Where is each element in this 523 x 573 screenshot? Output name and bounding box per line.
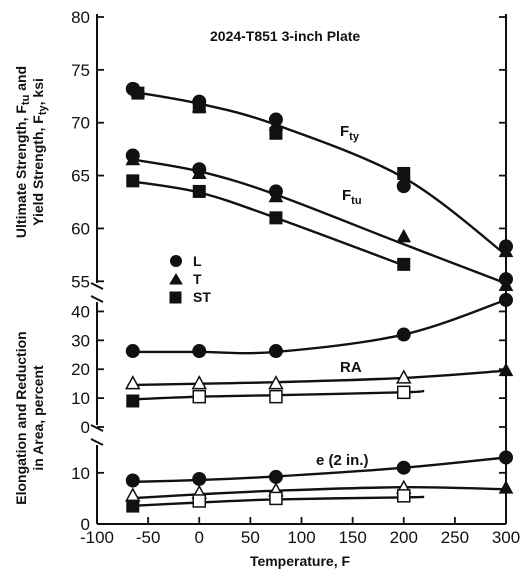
- data-point-circle: [125, 473, 140, 488]
- annotation-ra: RA: [340, 359, 362, 376]
- y-tick-label: 30: [71, 331, 90, 350]
- data-point-circle: [499, 450, 513, 465]
- data-point-square: [397, 257, 411, 271]
- x-tick-label: 250: [441, 528, 469, 547]
- x-axis-title: Temperature, F: [250, 553, 351, 569]
- y-tick-label: 80: [71, 8, 90, 27]
- svg-text:in Area, percent: in Area, percent: [30, 365, 46, 471]
- axis-break-lower: [90, 424, 104, 446]
- svg-text:Ultimate Strength, Ftu and: Ultimate Strength, Ftu and: [13, 66, 32, 238]
- data-point-triangle: [125, 151, 141, 166]
- y-tick-label: 70: [71, 114, 90, 133]
- data-point-square: [397, 166, 411, 180]
- legend-label-l: L: [193, 253, 202, 269]
- svg-text:Yield Strength, Fty, ksi: Yield Strength, Fty, ksi: [30, 78, 49, 226]
- legend-marker-square: [169, 291, 182, 304]
- data-point-triangle: [191, 375, 208, 390]
- series-line: [127, 369, 507, 387]
- data-point-square: [126, 174, 140, 188]
- data-point-triangle: [498, 362, 514, 377]
- data-point-circle: [499, 292, 513, 307]
- y-tick-label: 55: [71, 272, 90, 291]
- data-point-circle: [192, 471, 207, 486]
- x-tick-label: 200: [390, 528, 418, 547]
- data-point-square: [269, 491, 283, 506]
- data-point-square: [269, 389, 283, 404]
- data-point-triangle: [125, 375, 141, 390]
- annotation-e: e (2 in.): [316, 452, 369, 469]
- data-point-square: [192, 494, 206, 508]
- series-line: [127, 485, 507, 500]
- data-point-triangle: [396, 228, 412, 243]
- x-tick-label: 300: [492, 528, 520, 547]
- data-point-square: [192, 100, 206, 114]
- x-tick-label: 50: [241, 528, 260, 547]
- y-tick-label: 75: [71, 61, 90, 80]
- series-line: [127, 179, 405, 267]
- data-point-square: [269, 211, 283, 225]
- svg-text:Elongation and Reduction: Elongation and Reduction: [13, 331, 29, 504]
- axis-break-upper: [90, 282, 104, 303]
- data-point-circle: [192, 344, 207, 359]
- data-point-square: [126, 499, 140, 513]
- x-tick-label: 150: [338, 528, 366, 547]
- data-point-square: [131, 86, 145, 100]
- y-axis-title-elongation: Elongation and Reduction in Area, percen…: [13, 331, 46, 504]
- chart-title: 2024-T851 3-inch Plate: [210, 28, 360, 44]
- y-tick-label: 20: [71, 360, 90, 379]
- series-line: [127, 456, 507, 484]
- data-point-triangle: [498, 480, 514, 494]
- y-tick-label: 10: [71, 389, 90, 408]
- annotation-fty: Fty: [340, 123, 360, 143]
- x-tick-label: 0: [195, 528, 204, 547]
- y-tick-label: 0: [81, 515, 90, 534]
- data-point-triangle: [191, 165, 207, 179]
- y-tick-label: 0: [81, 418, 90, 437]
- data-point-triangle: [268, 375, 284, 390]
- data-point-square: [126, 394, 140, 408]
- x-tick-label: 100: [287, 528, 315, 547]
- legend-marker-circle: [170, 255, 182, 267]
- legend-label-t: T: [193, 271, 202, 287]
- data-point-triangle: [268, 188, 284, 203]
- data-point-square: [192, 184, 206, 198]
- series-line: [127, 298, 507, 355]
- y-tick-label: 40: [71, 302, 90, 321]
- data-point-circle: [268, 469, 283, 484]
- data-point-circle: [396, 179, 411, 194]
- data-point-circle: [396, 327, 411, 342]
- y-tick-label: 65: [71, 167, 90, 186]
- legend: L T ST: [169, 253, 211, 305]
- legend-label-st: ST: [193, 289, 211, 305]
- data-point-circle: [268, 344, 283, 359]
- data-point-square: [397, 385, 411, 400]
- x-tick-label: -50: [136, 528, 161, 547]
- data-point-triangle: [498, 243, 514, 258]
- y-tick-label: 10: [71, 464, 90, 483]
- series-line: [127, 157, 507, 285]
- data-point-triangle: [498, 277, 514, 292]
- series-line: [127, 89, 507, 256]
- y-tick-label: 60: [71, 219, 90, 238]
- data-point-circle: [125, 344, 140, 359]
- data-point-square: [269, 126, 283, 140]
- data-point-triangle: [395, 369, 412, 384]
- data-point-square: [397, 489, 411, 503]
- legend-marker-triangle: [169, 273, 183, 285]
- annotation-ftu: Ftu: [342, 187, 362, 207]
- data-point-circle: [396, 460, 411, 475]
- data-point-square: [192, 389, 206, 404]
- y-axis-title-strength: Ultimate Strength, Ftu and Yield Strengt…: [13, 66, 49, 238]
- x-tick-label: -100: [80, 528, 114, 547]
